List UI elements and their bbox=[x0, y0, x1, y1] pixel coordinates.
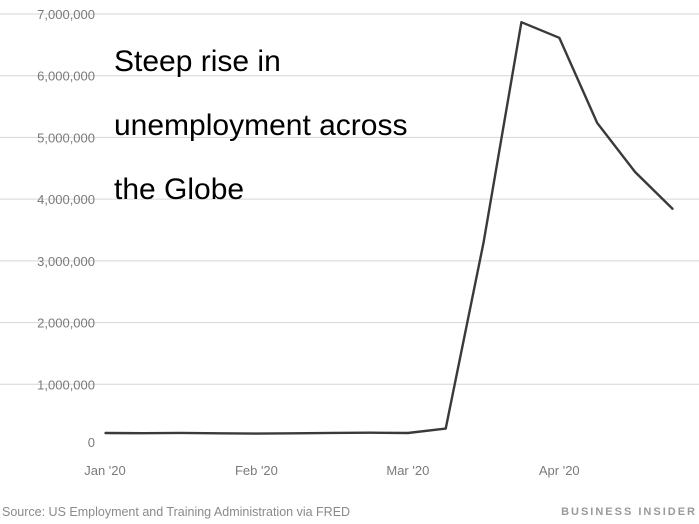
series-line bbox=[104, 21, 674, 435]
y-tick-label: 1,000,000 bbox=[37, 377, 95, 392]
data-point bbox=[369, 431, 371, 434]
data-point bbox=[255, 432, 258, 435]
y-tick-label: 2,000,000 bbox=[37, 316, 95, 331]
x-tick-label: Jan '20 bbox=[84, 463, 126, 478]
data-point bbox=[331, 432, 333, 434]
y-tick-label: 5,000,000 bbox=[37, 130, 95, 145]
data-point bbox=[104, 432, 106, 434]
data-point bbox=[142, 432, 144, 435]
source-note: Source: US Employment and Training Admin… bbox=[2, 505, 351, 519]
data-point bbox=[558, 36, 561, 39]
x-tick-label: Feb '20 bbox=[235, 463, 278, 478]
y-tick-label: 4,000,000 bbox=[37, 192, 95, 207]
data-point bbox=[179, 432, 182, 434]
data-point bbox=[672, 208, 674, 210]
x-tick-label: Apr '20 bbox=[539, 463, 580, 478]
y-tick-label: 3,000,000 bbox=[37, 254, 95, 269]
y-tick-label: 6,000,000 bbox=[37, 69, 95, 84]
annotation-line-2: unemployment across bbox=[114, 109, 408, 142]
annotation-line-3: the Globe bbox=[114, 173, 245, 206]
y-tick-label: 7,000,000 bbox=[37, 7, 95, 22]
data-point bbox=[634, 171, 636, 173]
data-point bbox=[293, 432, 296, 435]
data-point bbox=[596, 122, 598, 124]
x-tick-label: Mar '20 bbox=[386, 463, 429, 478]
data-point bbox=[520, 21, 523, 24]
y-tick-label: 0 bbox=[88, 435, 95, 450]
data-point bbox=[217, 432, 220, 435]
data-point bbox=[482, 241, 485, 244]
data-point bbox=[407, 432, 409, 434]
brand-logo: BUSINESS INSIDER bbox=[561, 506, 697, 518]
annotation-line-1: Steep rise in bbox=[114, 45, 281, 78]
data-point bbox=[444, 427, 447, 430]
chart-annotation: Steep rise in unemployment across the Gl… bbox=[114, 30, 407, 222]
